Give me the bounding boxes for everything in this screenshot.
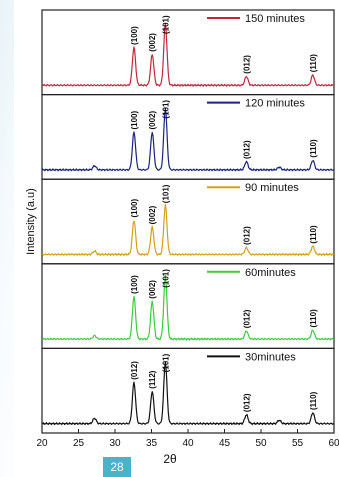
series-line-3 [41, 274, 335, 341]
peak-label-0-3: (012) [242, 55, 251, 74]
peak-label-2-4: (012) [242, 226, 251, 245]
peak-label-2-2: (002) [148, 205, 157, 224]
peak-label-1-4: (012) [242, 140, 251, 159]
peak-label-0-2: (101) [161, 15, 170, 34]
peak-label-1-1: (100) [130, 110, 139, 129]
series-line-4 [41, 361, 335, 426]
x-tick-label-1: 25 [73, 438, 85, 449]
peak-label-2-1: (100) [130, 198, 139, 217]
legend-label-1: 120 minutes [245, 98, 305, 110]
x-tick-label-6: 50 [255, 438, 267, 449]
legend-label-3: 60minutes [245, 267, 296, 279]
y-axis-title: Intensity (a.u) [25, 188, 37, 255]
peak-label-4-4: (012) [242, 393, 251, 412]
figure-frame [14, 0, 339, 477]
series-line-1 [41, 108, 335, 172]
peak-label-1-3: (101) [161, 100, 170, 119]
page-number-badge: 28 [103, 457, 131, 477]
peak-label-0-1: (002) [148, 33, 157, 52]
x-tick-label-0: 20 [36, 438, 48, 449]
peak-label-2-3: (101) [161, 184, 170, 203]
peak-label-4-6: (110) [309, 391, 318, 410]
peak-label-0-4: (110) [309, 54, 318, 73]
peak-label-1-6: (110) [309, 139, 318, 158]
peak-label-1-2: (002) [148, 110, 157, 129]
peak-label-0-0: (100) [130, 26, 139, 45]
x-axis-title: 2θ [163, 452, 177, 466]
x-tick-label-3: 35 [146, 438, 158, 449]
x-tick-label-2: 30 [109, 438, 121, 449]
legend-label-4: 30minutes [245, 351, 296, 363]
x-tick-label-4: 40 [182, 438, 194, 449]
peak-label-4-1: (012) [130, 361, 139, 380]
peak-label-3-3: (101) [161, 269, 170, 288]
x-tick-label-7: 55 [292, 438, 304, 449]
peak-label-3-2: (002) [148, 280, 157, 299]
peak-label-4-3: (101) [161, 353, 170, 372]
legend-label-2: 90 minutes [245, 182, 299, 194]
x-tick-label-5: 45 [219, 438, 231, 449]
series-line-2 [41, 203, 335, 256]
peak-label-4-2: (112) [148, 370, 157, 389]
peak-label-3-1: (100) [130, 275, 139, 294]
legend-label-0: 150 minutes [245, 13, 305, 25]
peak-label-2-5: (110) [309, 225, 318, 244]
peak-label-3-5: (110) [309, 309, 318, 328]
series-line-0 [41, 23, 335, 87]
x-tick-label-8: 60 [328, 438, 339, 449]
peak-label-3-4: (012) [242, 309, 251, 328]
